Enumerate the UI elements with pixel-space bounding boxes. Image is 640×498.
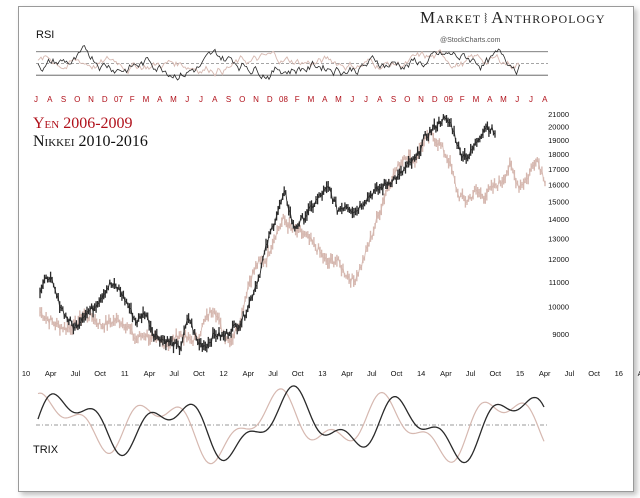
- x-tick-label: Oct: [391, 369, 404, 378]
- x-tick-label: Apr: [144, 369, 156, 378]
- month-label: A: [542, 95, 548, 104]
- x-tick-label: Jul: [169, 369, 179, 378]
- x-tick-label: Jul: [71, 369, 81, 378]
- month-label: J: [515, 95, 519, 104]
- month-label: J: [185, 95, 189, 104]
- month-label: F: [460, 95, 465, 104]
- brand-title-right: Anthropology: [491, 8, 606, 27]
- month-label: A: [212, 95, 218, 104]
- x-tick-label: Oct: [94, 369, 107, 378]
- month-label: 08: [279, 95, 288, 104]
- x-tick-label: Oct: [292, 369, 305, 378]
- rsi-nikkei-line: [37, 45, 520, 81]
- month-label: M: [170, 95, 177, 104]
- month-label: O: [74, 95, 80, 104]
- x-tick-label: Apr: [539, 369, 551, 378]
- month-label: O: [239, 95, 245, 104]
- month-label: S: [391, 95, 396, 104]
- yen-series-line: [39, 131, 546, 349]
- x-tick-label: Apr: [341, 369, 353, 378]
- x-tick-label: 10: [22, 369, 30, 378]
- month-label: M: [335, 95, 342, 104]
- month-label: J: [350, 95, 354, 104]
- month-label: D: [102, 95, 108, 104]
- x-tick-label: Jul: [466, 369, 476, 378]
- trix-nikkei-line: [37, 385, 545, 464]
- brand-title-left: Market: [420, 8, 482, 27]
- credit-text: @StockCharts.com: [440, 37, 501, 44]
- trix-yen-line: [37, 388, 545, 465]
- y-tick-label: 19000: [548, 136, 569, 145]
- month-label: N: [253, 95, 259, 104]
- month-label: A: [47, 95, 53, 104]
- month-label: A: [487, 95, 493, 104]
- month-label: J: [364, 95, 368, 104]
- brand-title: Market ⧘ Anthropology: [420, 8, 606, 28]
- y-tick-label: 12000: [548, 255, 569, 264]
- month-label: A: [322, 95, 328, 104]
- month-label: M: [143, 95, 150, 104]
- month-label: 09: [444, 95, 453, 104]
- y-tick-label: 14000: [548, 215, 569, 224]
- month-label: M: [473, 95, 480, 104]
- x-tick-label: Oct: [588, 369, 601, 378]
- x-tick-label: 14: [417, 369, 425, 378]
- month-label: 07: [114, 95, 123, 104]
- x-tick-label: 13: [318, 369, 326, 378]
- x-tick-label: Oct: [193, 369, 206, 378]
- x-tick-label: Apr: [45, 369, 57, 378]
- y-tick-label: 15000: [548, 197, 569, 206]
- x-tick-label: 12: [219, 369, 227, 378]
- month-label: A: [157, 95, 163, 104]
- month-label: J: [529, 95, 533, 104]
- month-label: N: [418, 95, 424, 104]
- y-tick-label: 21000: [548, 110, 569, 119]
- month-label: D: [432, 95, 438, 104]
- y-tick-label: 18000: [548, 150, 569, 159]
- legend-nikkei: Nikkei 2010-2016: [33, 133, 148, 150]
- x-tick-label: Jul: [268, 369, 278, 378]
- y-tick-label: 10000: [548, 303, 569, 312]
- month-label: O: [404, 95, 410, 104]
- month-label: M: [308, 95, 315, 104]
- x-tick-label: 15: [516, 369, 524, 378]
- month-label: A: [377, 95, 383, 104]
- month-label: D: [267, 95, 273, 104]
- x-tick-label: Oct: [489, 369, 502, 378]
- month-label: F: [295, 95, 300, 104]
- month-label: M: [500, 95, 507, 104]
- x-tick-label: Jul: [565, 369, 575, 378]
- y-tick-label: 16000: [548, 181, 569, 190]
- x-tick-label: Apr: [440, 369, 452, 378]
- y-tick-label: 13000: [548, 234, 569, 243]
- trix-label: TRIX: [33, 444, 59, 456]
- month-label: J: [34, 95, 38, 104]
- y-tick-label: 9000: [552, 330, 569, 339]
- month-label: S: [61, 95, 66, 104]
- rsi-label: RSI: [36, 29, 55, 41]
- dna-helix-icon: ⧘: [484, 11, 489, 27]
- y-tick-label: 17000: [548, 165, 569, 174]
- x-tick-label: Apr: [638, 369, 640, 378]
- y-tick-label: 20000: [548, 123, 569, 132]
- x-tick-label: Apr: [242, 369, 254, 378]
- month-label: F: [130, 95, 135, 104]
- legend-yen: Yen 2006-2009: [33, 115, 133, 132]
- x-tick-label: 11: [121, 369, 129, 378]
- month-label: J: [199, 95, 203, 104]
- month-label: N: [88, 95, 94, 104]
- nikkei-series-line: [39, 116, 496, 353]
- rsi-yen-line: [37, 49, 520, 77]
- x-tick-label: 16: [615, 369, 623, 378]
- month-label: S: [226, 95, 231, 104]
- y-tick-label: 11000: [549, 278, 569, 287]
- x-tick-label: Jul: [367, 369, 377, 378]
